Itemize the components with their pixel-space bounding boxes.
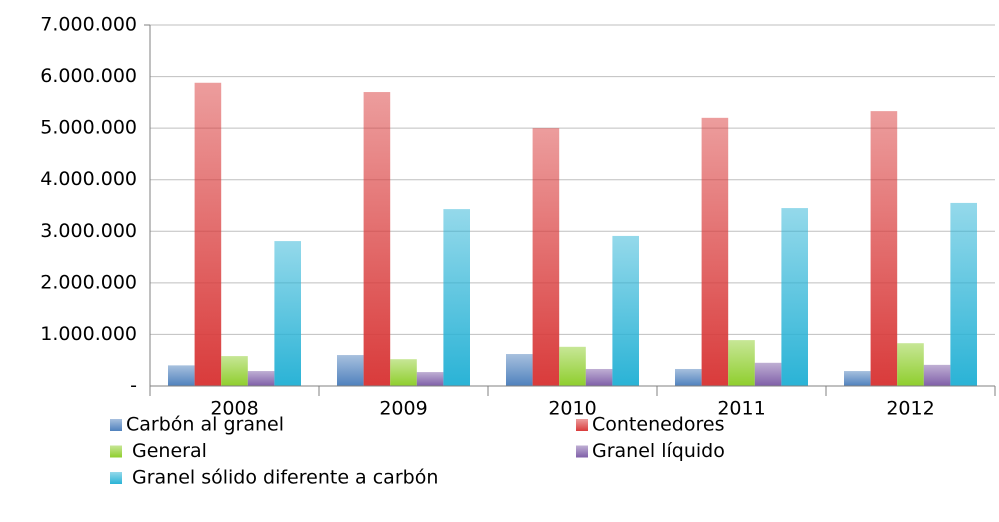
y-tick-label: 6.000.000 [40,65,137,87]
legend-swatch [576,419,588,431]
x-tick-label: 2010 [548,398,596,420]
legend-swatch [110,445,122,458]
bar [870,111,898,387]
x-tick-label: 2009 [379,398,427,420]
bar [532,128,560,386]
bar [168,365,195,386]
bar [923,364,951,386]
bar [728,340,755,386]
y-tick-label: - [130,375,137,397]
legend-label: Carbón al granel [126,414,284,436]
bar [950,202,977,386]
y-tick-label: 4.000.000 [40,168,137,190]
bar [559,346,586,386]
y-tick-label: 5.000.000 [40,117,137,139]
bar [585,368,613,386]
bar [390,359,417,386]
bar [612,235,639,386]
bar [781,208,808,386]
x-tick-label: 2008 [210,398,258,420]
y-tick-label: 7.000.000 [40,14,137,36]
legend-label: General [132,440,207,462]
legend-swatch [110,472,122,484]
y-tick-label: 3.000.000 [40,220,137,242]
bar [675,368,702,386]
legend-label: Contenedores [592,414,724,436]
legend-label: Granel sólido diferente a carbón [132,467,438,489]
bar [416,372,444,386]
bar [897,343,924,386]
legend-label: Granel líquido [592,440,725,462]
bar [363,92,391,387]
bar [443,209,470,386]
bar [506,354,533,386]
bar [221,356,248,386]
bar [274,241,301,386]
y-tick-label: 1.000.000 [40,323,137,345]
legend-swatch [110,419,122,431]
bar [247,371,275,386]
y-tick-label: 2.000.000 [40,271,137,293]
x-tick-label: 2012 [886,398,934,420]
bar [701,117,729,386]
legend-swatch [576,445,588,458]
bar [337,355,364,386]
x-tick-label: 2011 [717,398,765,420]
bar [844,371,871,386]
bar [194,82,222,386]
bar [754,362,782,386]
